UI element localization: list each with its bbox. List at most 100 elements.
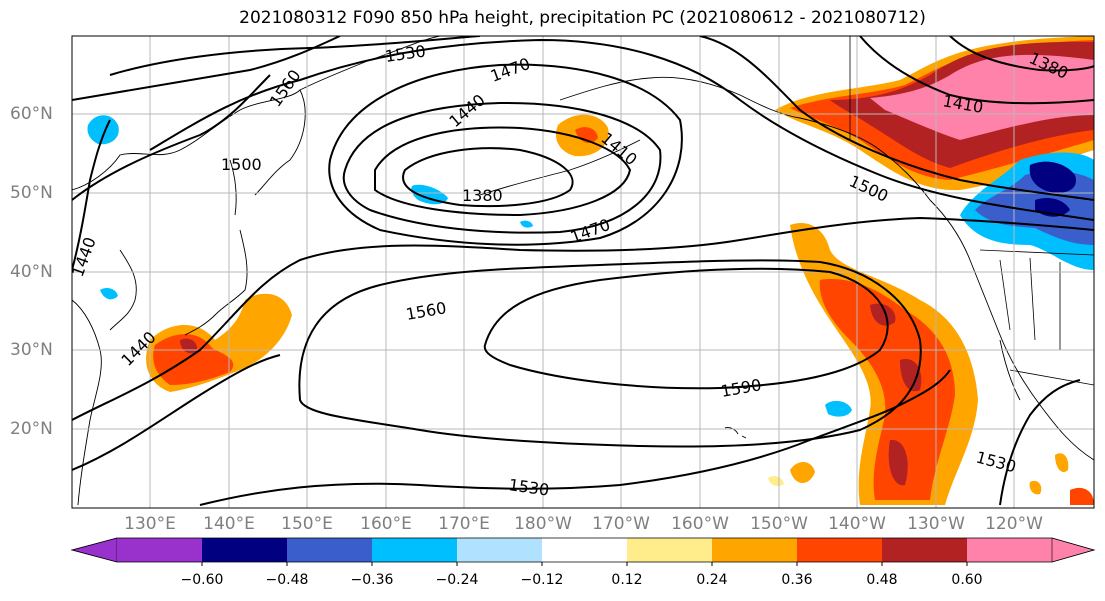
colorbar-seg: [542, 538, 627, 562]
contour-label: 1440: [445, 90, 488, 131]
colorbar-tick-label: −0.12: [520, 572, 564, 588]
border-us-canada: [979, 249, 1094, 256]
colorbar-seg: [712, 538, 797, 562]
lon-label: 160°W: [671, 514, 729, 534]
contour-1500: [149, 38, 1094, 221]
contour-1410-low: [374, 126, 632, 217]
contour-1440-low: [342, 101, 662, 234]
precip-alaska-pink: [870, 54, 1094, 140]
precip-neg-siberia: [87, 115, 119, 145]
contour-1590: [483, 267, 889, 390]
contour-1530: [109, 36, 1094, 201]
colorbar-seg: [627, 538, 712, 562]
coast-alaska: [559, 76, 931, 201]
precip-pos-se2: [1070, 487, 1094, 505]
contour-label: 1410: [597, 129, 640, 170]
colorbar-under: [70, 537, 118, 563]
contour-label: 1380: [462, 186, 503, 205]
colorbar-seg: [882, 538, 967, 562]
precip-pos-se: [1055, 453, 1069, 473]
precip-pos-tropic2: [768, 476, 784, 486]
colorbar-tick-label: 0.48: [866, 572, 898, 588]
lon-label: 160°E: [360, 514, 412, 534]
contour-label: 1530: [507, 475, 550, 499]
contour-label: 1560: [404, 298, 447, 324]
contour-label: 1530: [384, 41, 427, 65]
coast-japan: [184, 229, 248, 336]
plot-frame: [71, 35, 1095, 509]
lon-label: 170°W: [592, 514, 650, 534]
precip-subtrop-darkred1: [870, 303, 896, 326]
colorbar-tick-label: −0.24: [435, 572, 479, 588]
contour-1560: [72, 36, 341, 101]
colorbar-tick-label: −0.60: [180, 572, 224, 588]
colorbar-tick-label: 0.12: [611, 572, 643, 588]
contour-1470-low: [328, 63, 683, 246]
precip-neg-smalls: [520, 220, 533, 228]
colorbar-outline: [70, 537, 1096, 563]
colorbar-seg: [967, 538, 1052, 562]
contour-label: 1500: [221, 155, 262, 174]
coast-korea: [109, 249, 137, 331]
lon-label: 180°W: [514, 514, 572, 534]
colorbar-tick-label: 0.24: [696, 572, 728, 588]
contour-label: 1440: [68, 235, 100, 280]
colorbar-seg: [797, 538, 882, 562]
lat-label: 20°N: [10, 419, 53, 439]
borders: [849, 36, 1094, 386]
contour-1380-low: [402, 147, 574, 208]
map-title: 2021080312 F090 850 hPa height, precipit…: [239, 8, 926, 28]
colorbar-tick-label: 0.60: [951, 572, 983, 588]
lon-label: 150°E: [281, 514, 333, 534]
lon-label: 120°W: [985, 514, 1043, 534]
colorbar-seg: [372, 538, 457, 562]
contour-1530-south: [72, 354, 951, 506]
colorbar-seg: [457, 538, 542, 562]
precip-neg-korea: [100, 288, 118, 300]
contour-label: 1530: [974, 448, 1018, 477]
contour-1440-west: [72, 119, 111, 271]
colorbar-tick-label: −0.48: [265, 572, 309, 588]
precip-neg-hawaii: [825, 400, 852, 417]
precip-pos-tropic1: [790, 461, 815, 483]
contour-1410-ak: [859, 36, 1094, 105]
colorbar-seg: [287, 538, 372, 562]
lat-label: 40°N: [10, 262, 53, 282]
lon-label: 140°E: [203, 514, 255, 534]
colorbar-over: [1051, 537, 1096, 563]
precip-japan-red: [153, 334, 234, 385]
height-contours: [72, 36, 1094, 506]
precip-subtrop-darkred3: [888, 439, 908, 486]
lon-label: 150°W: [750, 514, 808, 534]
contour-1530-se: [999, 379, 1081, 506]
contour-1380-ak: [949, 36, 1094, 72]
contour-label: 1470: [488, 54, 533, 86]
contour-1560-inner: [298, 259, 922, 448]
precip-pnw-navy: [1029, 161, 1076, 193]
coast-baja: [999, 339, 1021, 401]
precip-subtrop-red: [819, 279, 955, 500]
precip-pos-se3: [1029, 480, 1042, 495]
contour-1560-mid: [72, 216, 1094, 421]
contour-1470-west: [72, 74, 271, 201]
colorbar-tick-label: −0.36: [350, 572, 394, 588]
coast-sakhalin: [229, 159, 237, 216]
lat-label: 60°N: [10, 104, 53, 124]
lon-label: 130°W: [907, 514, 965, 534]
colorbar-seg: [202, 538, 287, 562]
lon-label: 170°E: [438, 514, 490, 534]
contour-label: 1590: [719, 375, 762, 401]
coast-kamchatka: [254, 89, 306, 196]
lon-label: 140°W: [828, 514, 886, 534]
precip-neg-aleutian: [411, 184, 448, 205]
lat-label: 50°N: [10, 183, 53, 203]
coast-na-west: [929, 199, 1094, 461]
colorbar-seg: [117, 538, 202, 562]
gridlines: [72, 36, 1094, 508]
colorbar: [70, 537, 1096, 566]
coast-china: [72, 299, 102, 506]
lat-label: 30°N: [10, 340, 53, 360]
border-us-mexico: [1009, 369, 1094, 386]
precip-subtrop-darkred2: [900, 359, 922, 392]
